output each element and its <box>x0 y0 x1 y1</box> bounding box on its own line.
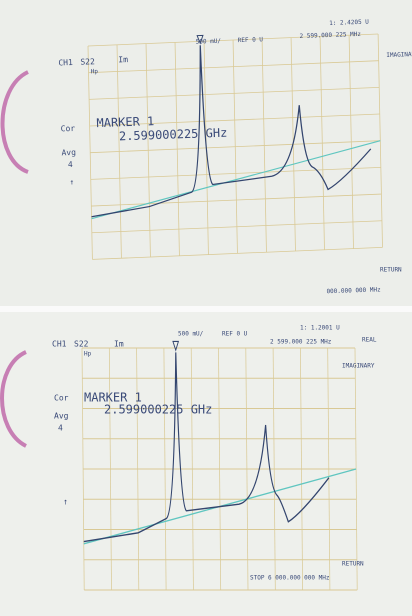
stop: STOP 6 000.000 000 MHz <box>250 575 330 582</box>
softkey: IMAGINARY <box>386 51 412 59</box>
binder-ring <box>0 350 28 448</box>
avg-count: 4 <box>68 160 73 169</box>
reference: REF 0 U <box>222 331 248 338</box>
softkey: RETURN <box>342 561 364 568</box>
marker-title: MARKER 1 <box>96 114 154 130</box>
grid-line <box>90 166 381 180</box>
channel: CH1 <box>58 58 73 68</box>
marker-symbol: ↑ <box>63 497 67 507</box>
grid-line <box>88 60 379 74</box>
top-plot: ↑ <box>69 33 383 260</box>
parameter: S22 <box>80 57 95 67</box>
softkey: REAL <box>362 337 377 344</box>
grid-line <box>90 140 381 154</box>
parameter: S22 <box>74 340 89 349</box>
top-labels: CH1 S22 Im Hp 500 mU/ REF 0 U 1: 2.4205 … <box>58 19 412 296</box>
reference-line <box>91 140 381 220</box>
grid-line <box>87 33 379 47</box>
trace <box>91 45 372 218</box>
format: Im <box>114 340 124 349</box>
grid-line <box>87 45 93 260</box>
softkey: RETURN <box>380 267 402 274</box>
marker-freq: 2 599.000 225 MHz <box>270 339 332 346</box>
format: Im <box>118 55 128 64</box>
marker-freq: 2 599.000 225 MHz <box>299 31 361 40</box>
divider <box>0 306 412 312</box>
marker-arrow <box>196 34 204 45</box>
hp: Hp <box>84 351 92 358</box>
marker-value: 1: 1.2001 U <box>300 325 340 332</box>
cor: Cor <box>61 124 76 134</box>
avg: Avg <box>54 412 69 421</box>
grid-line <box>91 220 382 234</box>
grid-line <box>91 193 382 207</box>
grid-line <box>89 86 380 100</box>
channel: CH1 <box>52 340 67 349</box>
reference: REF 0 U <box>238 36 264 44</box>
binder-ring <box>0 70 29 174</box>
trace <box>83 352 330 543</box>
marker-value: 1: 2.4205 U <box>329 19 369 27</box>
avg: Avg <box>61 148 76 158</box>
avg-count: 4 <box>58 424 63 433</box>
marker-symbol: ↑ <box>69 177 74 186</box>
marker-title: MARKER 1 <box>84 391 142 405</box>
softkey: IMAGINARY <box>342 363 375 370</box>
scale: 500 mU/ <box>196 38 222 46</box>
grid-line <box>89 113 380 127</box>
hp: Hp <box>91 68 99 75</box>
marker-arrow <box>172 340 180 352</box>
bottom-panel-bg <box>0 310 412 616</box>
bottom-plot: ↑ <box>63 340 358 591</box>
scale: 500 mU/ <box>178 331 204 338</box>
stop: 000.000 000 MHz <box>326 286 381 295</box>
cor: Cor <box>54 394 69 403</box>
marker-readout: 2.599000225 GHz <box>119 126 228 144</box>
grid-line <box>92 247 383 260</box>
marker-readout: 2.599000225 GHz <box>104 403 212 417</box>
grid-line <box>81 348 85 591</box>
